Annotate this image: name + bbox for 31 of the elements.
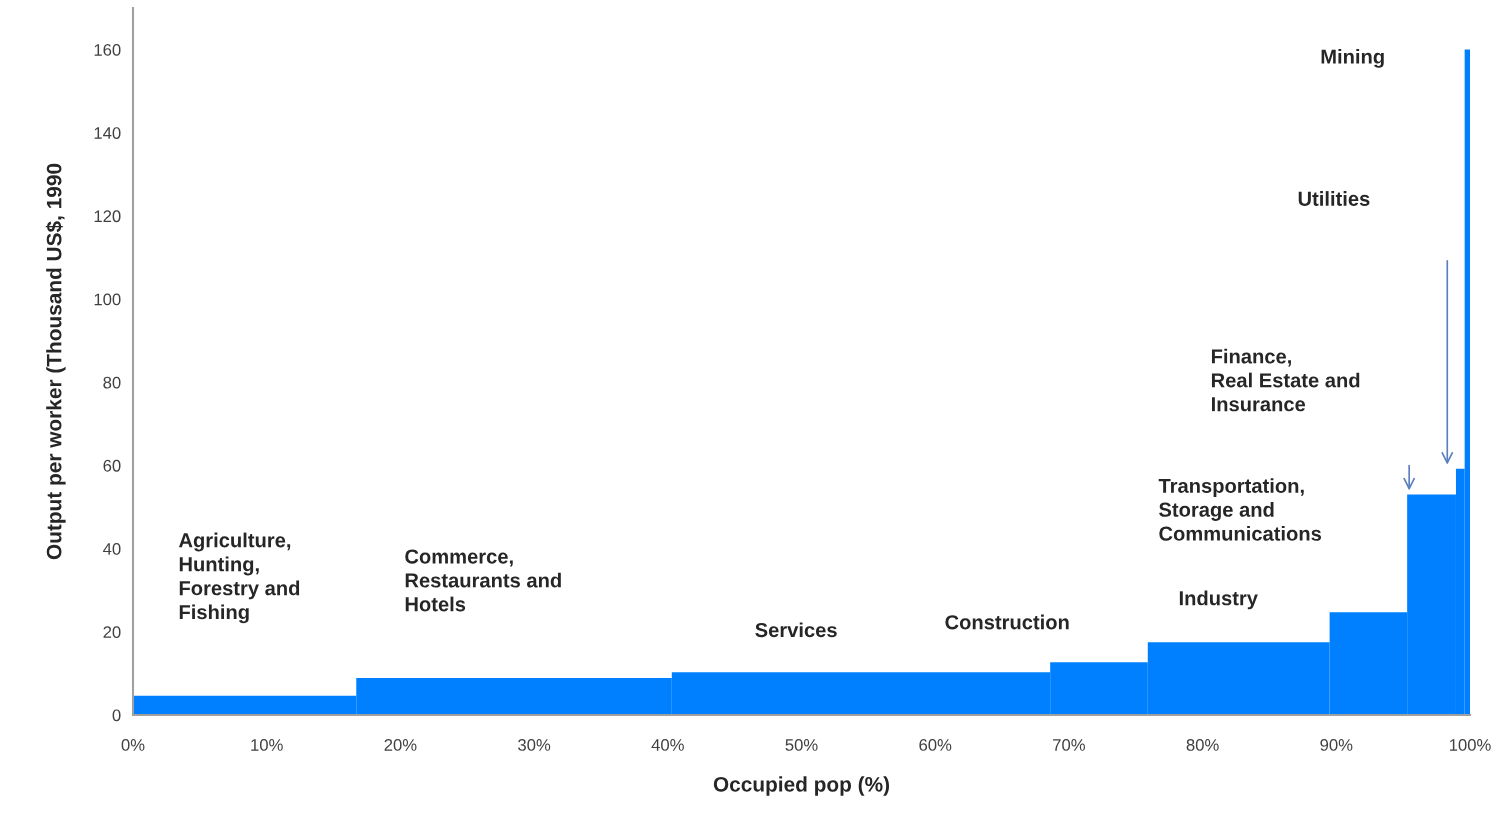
y-tick-label: 60	[103, 459, 121, 472]
annotation: Finance, Real Estate and Insurance	[1211, 348, 1360, 412]
y-tick-label: 140	[94, 127, 121, 139]
y-tick-label: 40	[103, 543, 121, 555]
y-tick-label: 120	[94, 210, 121, 223]
y-tick-label: 100	[94, 293, 121, 306]
x-tick-label: 60%	[919, 739, 952, 751]
x-tick-label: 80%	[1186, 739, 1219, 751]
y-tick-label: 160	[94, 43, 121, 56]
x-tick-label: 30%	[518, 739, 551, 751]
y-tick-label: 20	[103, 626, 121, 639]
x-tick-label: 50%	[785, 739, 818, 751]
annotation: Mining	[1321, 49, 1384, 68]
x-tick-label: 100%	[1449, 739, 1491, 751]
x-tick-label: 40%	[651, 739, 684, 751]
annotation: Industry	[1179, 590, 1258, 610]
x-tick-label: 90%	[1320, 739, 1353, 751]
y-tick-label: 80	[103, 376, 121, 389]
x-axis-title: Occupied pop (%)	[713, 776, 890, 796]
x-tick-label: 0%	[121, 739, 145, 751]
annotation: Utilities	[1298, 191, 1370, 206]
x-tick-label: 10%	[251, 739, 283, 751]
annotation: Construction	[945, 614, 1069, 630]
y-axis-title: Output per worker (Thousand US$, 1990	[45, 163, 66, 560]
annotation: Transportation, Storage and Communications	[1158, 478, 1322, 541]
x-tick-label: 20%	[384, 739, 417, 751]
annotation: Commerce, Restaurants and Hotels	[405, 549, 561, 612]
x-tick-label: 70%	[1053, 739, 1085, 751]
y-tick-label: 0	[112, 709, 121, 722]
annotation: Agriculture, Hunting, Forestry and Fishing	[178, 532, 300, 624]
annotation: Services	[755, 622, 837, 638]
